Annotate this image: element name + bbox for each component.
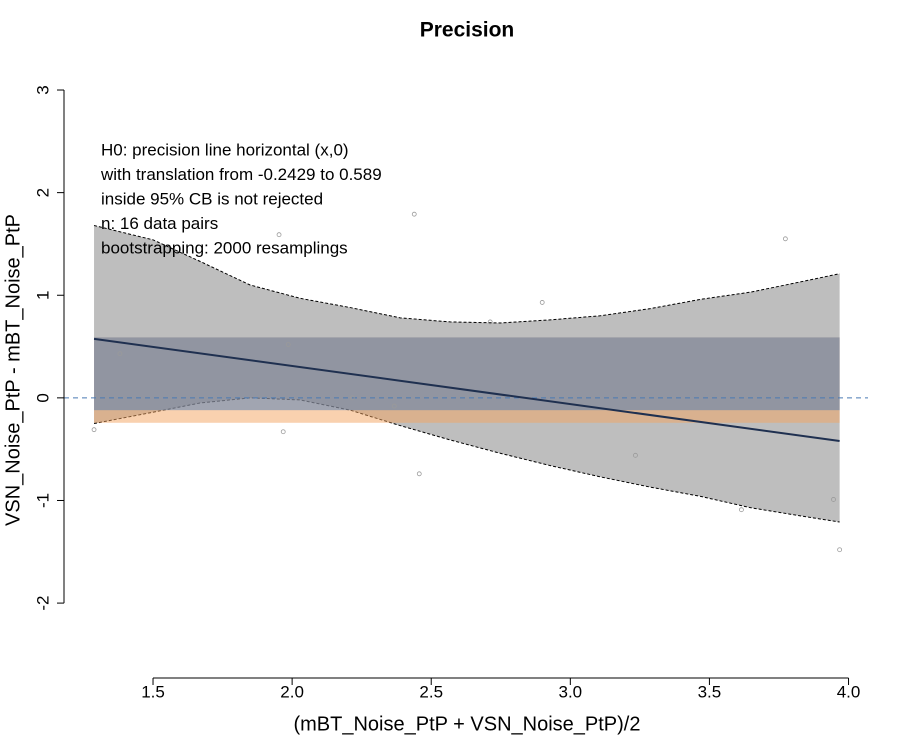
- range-band: [94, 337, 840, 411]
- point: [831, 497, 836, 502]
- x-tick-label: 2.0: [280, 682, 304, 701]
- point: [391, 403, 397, 409]
- x-tick-label: 3.5: [698, 682, 722, 701]
- y-axis-label: VSN_Noise_PtP - mBT_Noise_PtP: [2, 214, 24, 526]
- y-tick-label: -1: [33, 493, 52, 508]
- x-tick-label: 2.5: [419, 682, 443, 701]
- y-tick-label: 3: [33, 85, 52, 94]
- band-lower: [93, 397, 840, 523]
- x-tick-label: 3.0: [559, 682, 583, 701]
- fit-line: [93, 337, 840, 442]
- band-upper: [93, 224, 840, 324]
- chart-title: Precision: [420, 19, 515, 42]
- annotation: with translation from -0.2429 to 0.589: [100, 165, 382, 184]
- annotation: H0: precision line horizontal (x,0): [101, 140, 349, 159]
- x-tick-label: 4.0: [837, 682, 861, 701]
- point: [280, 429, 286, 435]
- point: [349, 395, 355, 401]
- point: [487, 319, 493, 325]
- point: [633, 452, 638, 458]
- y-tick-label: 2: [33, 188, 52, 197]
- point: [276, 232, 282, 238]
- y-tick-label: 1: [33, 291, 52, 300]
- point: [739, 507, 744, 513]
- point: [416, 471, 422, 477]
- annotation: bootstrapping: 2000 resamplings: [101, 238, 348, 257]
- point: [539, 300, 545, 305]
- y-tick-label: 0: [33, 393, 52, 402]
- point: [117, 351, 123, 357]
- point: [782, 236, 788, 242]
- x-tick-label: 1.5: [141, 682, 165, 701]
- annotation: inside 95% CB is not rejected: [101, 189, 323, 208]
- point: [411, 211, 417, 217]
- y-tick-label: -2: [33, 596, 52, 611]
- point: [91, 427, 97, 433]
- annotation: n: 16 data pairs: [101, 214, 218, 233]
- x-axis-label: (mBT_Noise_PtP + VSN_Noise_PtP)/2: [293, 713, 640, 735]
- point: [285, 342, 291, 347]
- point: [837, 547, 843, 553]
